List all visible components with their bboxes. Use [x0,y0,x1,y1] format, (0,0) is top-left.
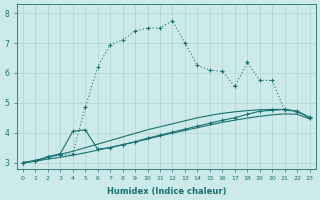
X-axis label: Humidex (Indice chaleur): Humidex (Indice chaleur) [107,187,226,196]
